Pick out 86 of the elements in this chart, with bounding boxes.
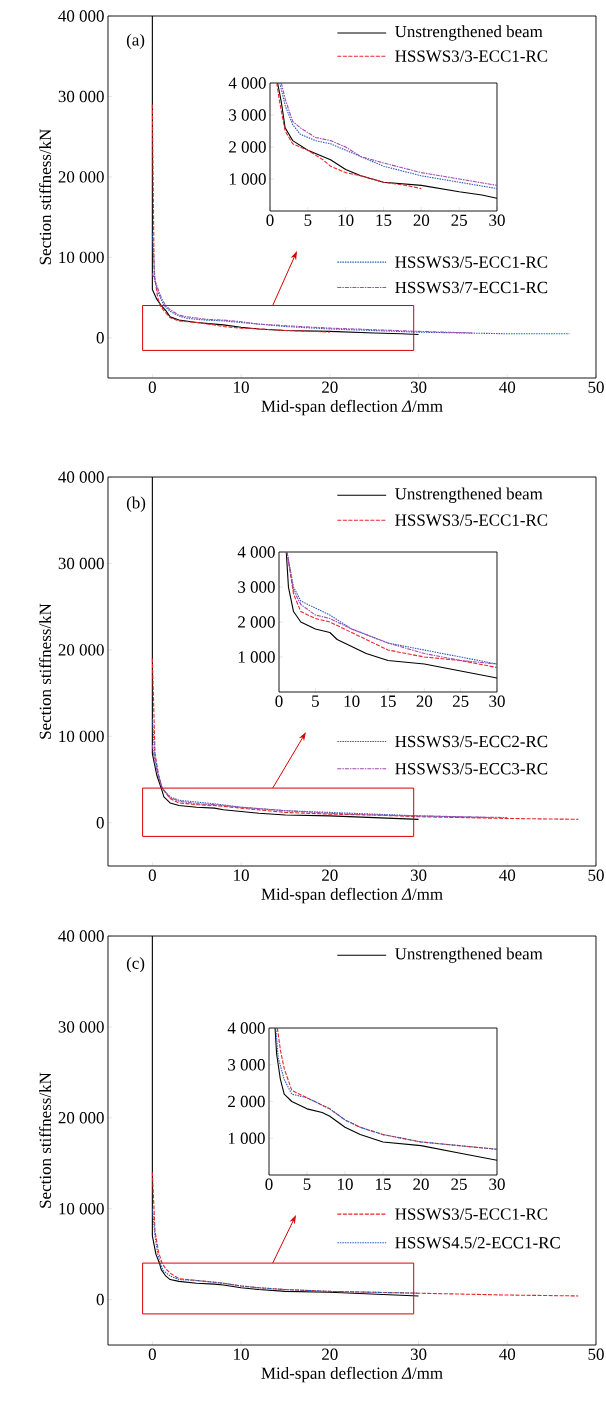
annotation: (b) (126, 496, 146, 512)
y-tick-label: 3 000 (228, 1059, 265, 1071)
y-tick-label: 20 000 (58, 644, 104, 656)
x-tick-label: 40 (499, 1348, 516, 1360)
y-tick-label: 20 000 (58, 1112, 104, 1124)
y-tick-label: 10 000 (59, 730, 104, 743)
line-series (276, 83, 422, 190)
x-tick-label: 10 (338, 1178, 353, 1190)
x-tick-label: 20 (413, 214, 430, 226)
legend-label: HSSWS3/7-ECC1-RC (395, 281, 548, 294)
x-tick-label: 20 (322, 381, 338, 393)
x-tick-label: 30 (489, 214, 505, 226)
y-tick-label: 3 000 (229, 109, 266, 121)
x-tick-label: 10 (234, 381, 249, 393)
y-tick-label: 1 000 (228, 1132, 265, 1144)
y-tick-label: 0 (96, 1293, 104, 1306)
x-tick-label: 10 (338, 214, 354, 226)
y-tick-label: 2 000 (229, 141, 266, 153)
y-tick-label: 30 000 (58, 557, 104, 570)
x-tick-label: 10 (344, 695, 360, 707)
y-tick-label: 40 000 (58, 471, 104, 483)
x-tick-label: 15 (376, 1178, 391, 1190)
x-tick-label: 25 (451, 1178, 467, 1190)
y-tick-label: 1 000 (238, 651, 275, 663)
y-axis-title: Section stiffness/kN (38, 603, 52, 739)
annotation: (a) (126, 33, 145, 50)
x-tick-label: 50 (588, 869, 604, 881)
x-tick-label: 15 (376, 214, 392, 226)
x-tick-label: 40 (499, 381, 516, 393)
legend-label: HSSWS3/5-ECC1-RC (395, 256, 548, 268)
x-tick-label: 20 (322, 869, 338, 881)
y-tick-label: 3 000 (238, 581, 275, 593)
legend-label: Unstrengthened beam (395, 487, 543, 503)
x-tick-label: 0 (148, 381, 156, 393)
x-tick-label: 30 (489, 695, 505, 707)
x-axis-title: Mid-span deflection Δ/mm (261, 1366, 443, 1383)
y-tick-label: 0 (96, 817, 104, 829)
legend-label: HSSWS3/5-ECC3-RC (395, 763, 548, 775)
y-tick-label: 10 000 (59, 1202, 104, 1215)
line-series (151, 103, 331, 333)
x-tick-label: 5 (304, 214, 312, 226)
legend-label: HSSWS3/3-ECC1-RC (395, 50, 548, 62)
x-axis-title: Mid-span deflection Δ/mm (261, 887, 443, 904)
y-tick-label: 40 000 (58, 10, 104, 22)
y-tick-label: 4 000 (228, 77, 266, 89)
x-tick-label: 30 (489, 1178, 505, 1190)
y-tick-label: 30 000 (58, 1021, 104, 1033)
legend-label: HSSWS3/5-ECC1-RC (395, 1208, 548, 1220)
x-tick-label: 30 (410, 381, 427, 393)
x-axis-title: Mid-span deflection Δ/mm (261, 399, 443, 416)
y-axis-title: Section stiffness/kN (38, 129, 52, 265)
legend-label: Unstrengthened beam (395, 947, 543, 963)
legend-label: HSSWS3/5-ECC2-RC (395, 735, 548, 748)
x-tick-label: 0 (148, 1348, 156, 1360)
annotation: (c) (126, 956, 145, 973)
x-tick-label: 25 (452, 695, 469, 707)
y-tick-label: 0 (96, 332, 104, 344)
legend-label: HSSWS4.5/2-ECC1-RC (395, 1237, 560, 1249)
y-tick-label: 20 000 (58, 171, 104, 183)
x-tick-label: 30 (410, 1348, 427, 1360)
y-tick-label: 4 000 (237, 546, 275, 558)
y-axis-title: Section stiffness/kN (38, 1072, 52, 1208)
x-tick-label: 30 (410, 869, 427, 881)
x-tick-label: 20 (322, 1348, 338, 1360)
x-tick-label: 10 (234, 869, 249, 881)
x-tick-label: 40 (499, 869, 516, 881)
x-tick-label: 10 (234, 1348, 249, 1360)
x-tick-label: 15 (381, 695, 396, 707)
y-tick-label: 2 000 (238, 616, 275, 628)
x-tick-label: 5 (312, 695, 319, 707)
x-tick-label: 0 (275, 695, 283, 707)
y-tick-label: 2 000 (228, 1095, 265, 1108)
x-tick-label: 50 (588, 381, 604, 393)
y-tick-label: 10 000 (59, 251, 104, 264)
x-tick-label: 20 (413, 1178, 429, 1190)
legend-label: HSSWS3/5-ECC1-RC (395, 514, 548, 526)
x-tick-label: 50 (588, 1348, 604, 1360)
x-tick-label: 5 (303, 1178, 311, 1190)
x-tick-label: 20 (416, 695, 433, 707)
x-tick-label: 0 (148, 869, 156, 881)
x-tick-label: 25 (451, 214, 467, 226)
y-tick-label: 30 000 (58, 90, 104, 103)
legend-label: Unstrengthened beam (395, 25, 543, 41)
y-tick-label: 4 000 (227, 1022, 265, 1034)
y-tick-label: 1 000 (229, 173, 266, 185)
y-tick-label: 40 000 (58, 930, 104, 942)
